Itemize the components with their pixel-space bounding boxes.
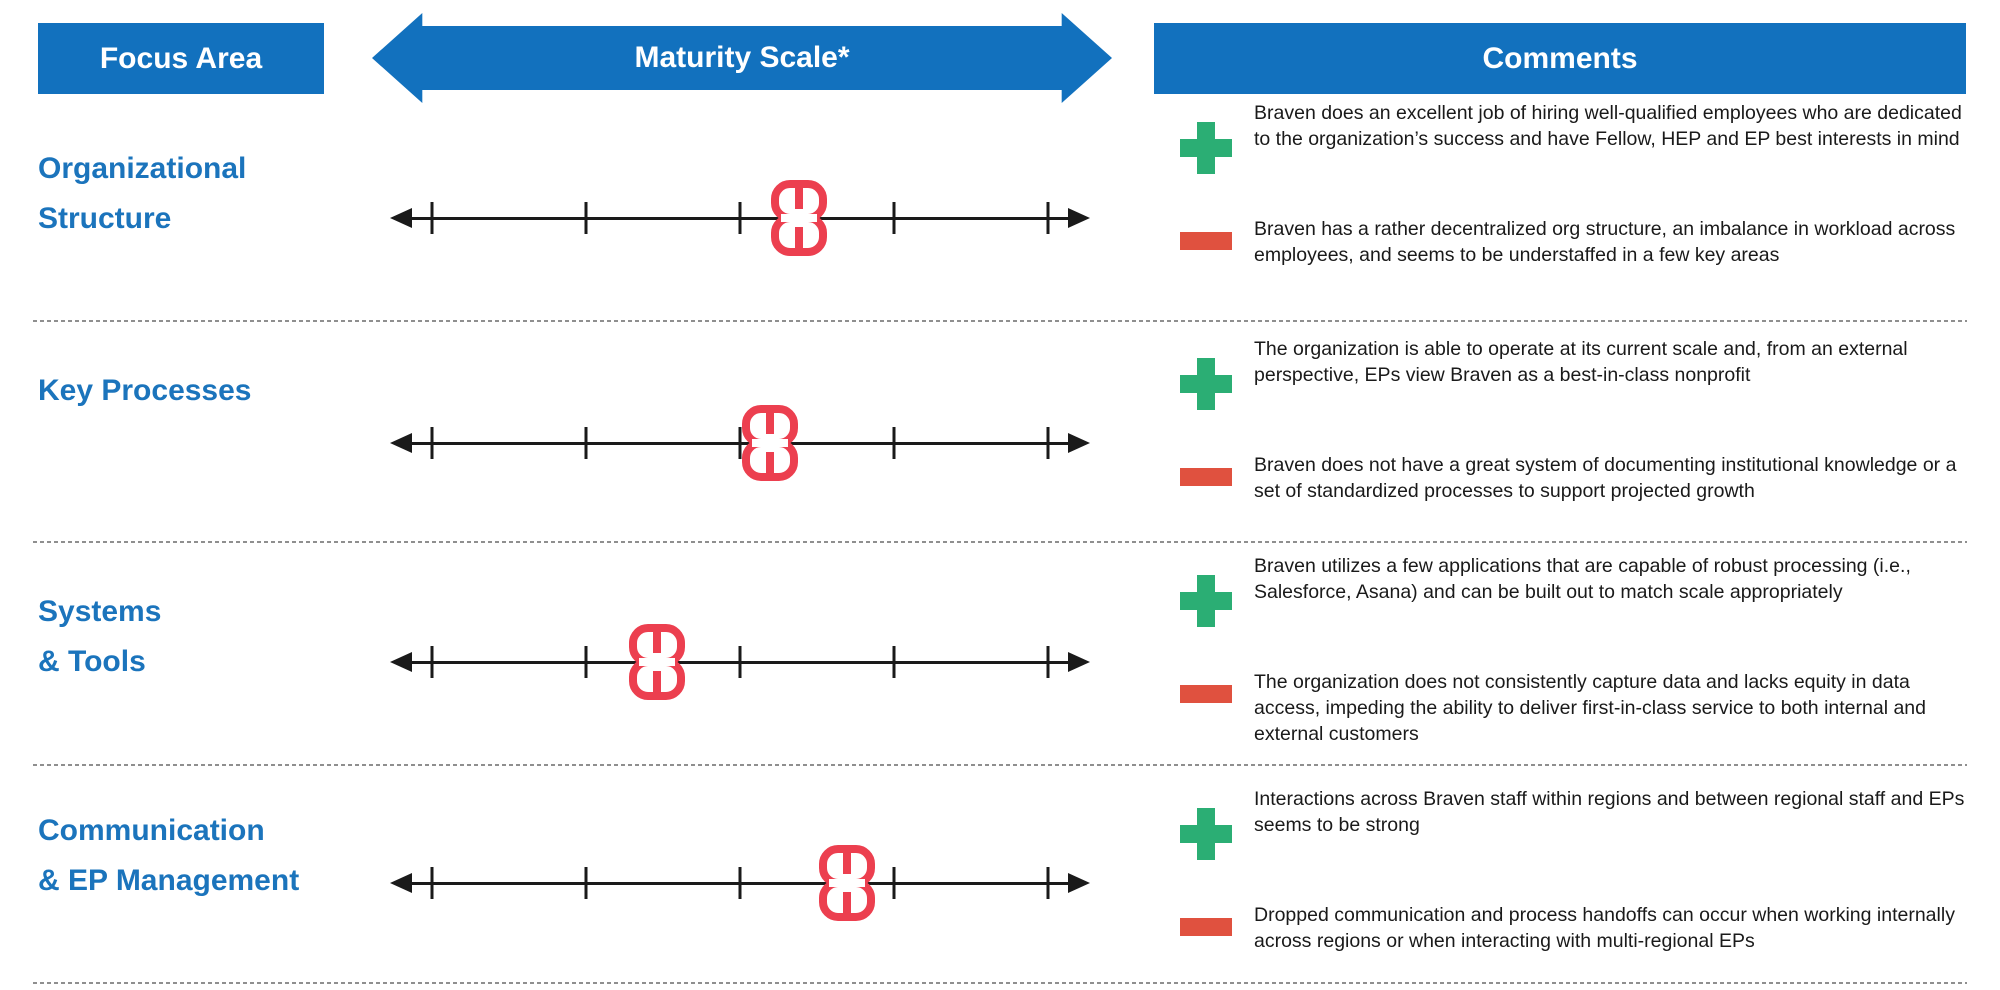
minus-icon — [1180, 468, 1232, 486]
row-separator — [33, 764, 1967, 766]
comments-cell: Braven utilizes a few applications that … — [1178, 541, 1972, 764]
scale-tick — [430, 646, 434, 678]
scale-tick — [1046, 202, 1050, 234]
row-label-line: Organizational — [38, 152, 247, 185]
row-communication-ep-management: Communication & EP Management — [0, 764, 2000, 982]
positive-comment-text: Braven utilizes a few applications that … — [1254, 555, 1911, 603]
negative-comment-text: Dropped communication and process handof… — [1254, 904, 1955, 952]
scale-tick — [584, 202, 588, 234]
minus-icon — [1180, 918, 1232, 936]
maturity-scale — [390, 624, 1090, 700]
row-label-line: Key Processes — [38, 374, 252, 407]
right-arrowhead-icon — [1068, 208, 1090, 228]
scale-tick — [584, 867, 588, 899]
left-arrowhead-icon — [390, 873, 412, 893]
positive-comment-text: Interactions across Braven staff within … — [1254, 788, 1965, 836]
row-label: Organizational Structure — [38, 144, 378, 244]
scale-tick — [430, 867, 434, 899]
braven-logo-marker-icon — [815, 845, 879, 926]
maturity-scale — [390, 845, 1090, 921]
positive-comment-item: Braven does an excellent job of hiring w… — [1178, 100, 1972, 174]
negative-comment-text: Braven has a rather decentralized org st… — [1254, 218, 1956, 266]
positive-comment-text: Braven does an excellent job of hiring w… — [1254, 102, 1962, 150]
row-label-line: Communication — [38, 814, 265, 847]
row-label: Communication & EP Management — [38, 806, 378, 906]
focus-area-header: Focus Area — [38, 23, 324, 94]
plus-icon — [1180, 808, 1232, 860]
braven-logo-marker-icon — [767, 180, 831, 261]
row-key-processes: Key Processes — [0, 320, 2000, 541]
maturity-scale-header-arrow: Maturity Scale* — [372, 13, 1112, 103]
maturity-scale — [390, 405, 1090, 481]
right-arrowhead-icon — [1068, 433, 1090, 453]
scale-tick — [892, 427, 896, 459]
comments-cell: Interactions across Braven staff within … — [1178, 764, 1972, 982]
comments-cell: The organization is able to operate at i… — [1178, 320, 1972, 541]
negative-comment-text: Braven does not have a great system of d… — [1254, 454, 1957, 502]
left-arrowhead-icon — [390, 652, 412, 672]
positive-comment-item: The organization is able to operate at i… — [1178, 336, 1972, 410]
negative-comment-item: Braven has a rather decentralized org st… — [1178, 216, 1972, 268]
scale-tick — [1046, 646, 1050, 678]
positive-comment-text: The organization is able to operate at i… — [1254, 338, 1908, 386]
scale-tick — [584, 646, 588, 678]
scale-tick — [1046, 867, 1050, 899]
row-separator — [33, 541, 1967, 543]
maturity-scale-header-label: Maturity Scale* — [634, 41, 850, 74]
scale-tick — [430, 427, 434, 459]
braven-logo-marker-icon — [625, 624, 689, 705]
plus-icon — [1180, 575, 1232, 627]
scale-tick — [738, 202, 742, 234]
plus-icon — [1180, 358, 1232, 410]
row-label-line: & Tools — [38, 645, 146, 678]
right-arrowhead-icon — [1068, 652, 1090, 672]
left-arrowhead-icon — [390, 433, 412, 453]
row-separator — [33, 320, 1967, 322]
minus-icon — [1180, 232, 1232, 250]
maturity-scale — [390, 180, 1090, 256]
row-label: Key Processes — [38, 366, 378, 416]
negative-comment-text: The organization does not consistently c… — [1254, 671, 1926, 745]
negative-comment-item: Dropped communication and process handof… — [1178, 902, 1972, 954]
row-label-line: Structure — [38, 202, 172, 235]
negative-comment-item: The organization does not consistently c… — [1178, 669, 1972, 747]
positive-comment-item: Braven utilizes a few applications that … — [1178, 553, 1972, 627]
scale-tick — [892, 646, 896, 678]
focus-area-header-label: Focus Area — [99, 41, 263, 75]
right-arrowhead-icon — [1068, 873, 1090, 893]
scale-tick — [738, 427, 742, 459]
positive-comment-item: Interactions across Braven staff within … — [1178, 786, 1972, 860]
row-label-line: Systems — [38, 595, 162, 628]
scale-tick — [738, 646, 742, 678]
scale-tick — [738, 867, 742, 899]
comments-header: Comments — [1154, 23, 1966, 94]
comments-header-label: Comments — [1482, 41, 1638, 75]
row-organizational-structure: Organizational Structure — [0, 94, 2000, 320]
row-label: Systems & Tools — [38, 587, 378, 687]
scale-tick — [430, 202, 434, 234]
bottom-separator — [33, 982, 1967, 984]
comments-cell: Braven does an excellent job of hiring w… — [1178, 94, 1972, 320]
minus-icon — [1180, 685, 1232, 703]
braven-logo-marker-icon — [738, 405, 802, 486]
scale-tick — [892, 867, 896, 899]
scale-tick — [892, 202, 896, 234]
scale-tick — [1046, 427, 1050, 459]
row-label-line: & EP Management — [38, 864, 300, 897]
row-systems-tools: Systems & Tools — [0, 541, 2000, 764]
left-arrowhead-icon — [390, 208, 412, 228]
negative-comment-item: Braven does not have a great system of d… — [1178, 452, 1972, 504]
plus-icon — [1180, 122, 1232, 174]
scale-tick — [584, 427, 588, 459]
